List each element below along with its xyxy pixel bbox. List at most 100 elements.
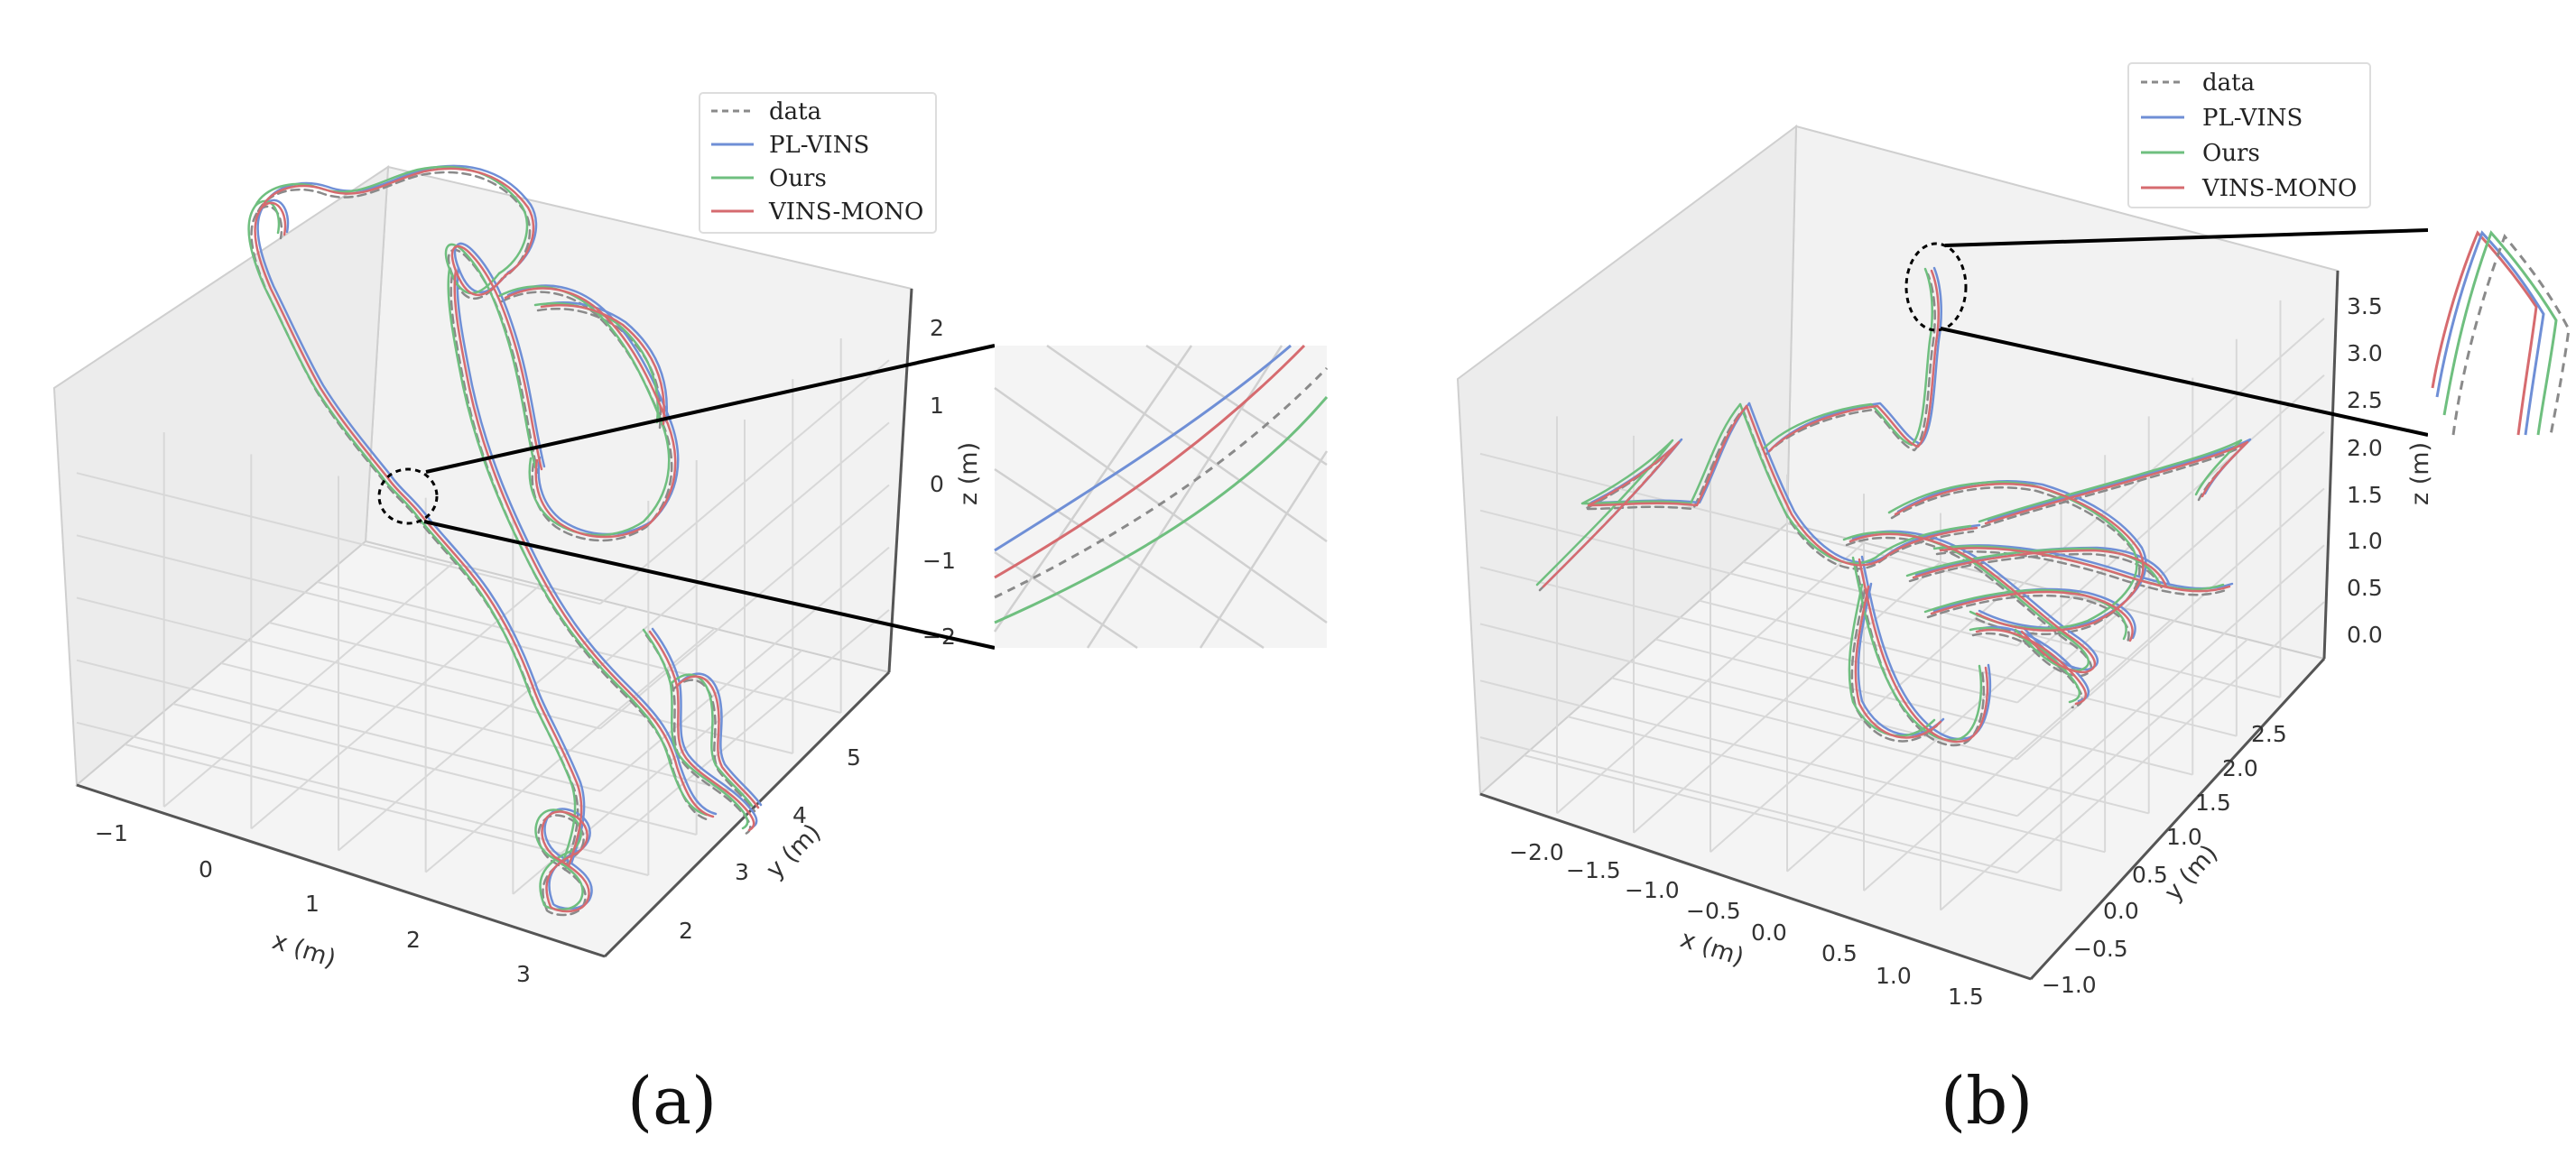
- panel-b-series-pl-vins: [1747, 402, 1981, 564]
- panel-b-grid: [1479, 300, 2325, 911]
- panel-a-x-tick: 0: [199, 856, 213, 882]
- panel-b-gridline: [1479, 736, 2018, 874]
- panel-b-inset-series-pl-vins: [2435, 230, 2545, 436]
- panel-a-series-data: [500, 291, 673, 542]
- panel-a-x-tick: 2: [406, 927, 421, 953]
- panel-b-series-ours: [1761, 267, 1933, 451]
- panel-a-zoom-line: [425, 344, 996, 474]
- panel-a-series-pl-vins: [456, 266, 718, 816]
- panel-b-series-vins-mono: [1854, 585, 1942, 739]
- panel-a-legend-label-data: data: [769, 98, 821, 125]
- panel-b-x-axis-line: [1479, 792, 2032, 981]
- panel-a-grid: [76, 338, 890, 895]
- panel-b-series-data: [1845, 536, 2093, 678]
- panel-b-series-ours: [1848, 583, 1936, 737]
- panel-a-x-axis-line: [76, 783, 606, 958]
- panel-a-y-label: y (m): [761, 818, 827, 884]
- panel-b: −2.0 −1.5 −1.0 −0.5 0.0 0.5 1.0 1.5 x (m…: [1456, 62, 2571, 1139]
- panel-b-y-tick: −1.0: [2042, 972, 2097, 998]
- panel-b-series-vins-mono: [1975, 628, 2087, 706]
- panel-b-gridline: [2016, 601, 2325, 873]
- panel-b-legend: data PL-VINS Ours VINS-MONO: [2127, 62, 2371, 208]
- panel-b-x-label: x (m): [1677, 925, 1747, 972]
- panel-b-z-label: z (m): [2406, 442, 2434, 505]
- panel-b-gridline: [2016, 318, 2325, 590]
- panel-a-y-tick: 4: [792, 802, 807, 828]
- panel-b-inset-series-ours: [2442, 230, 2558, 436]
- panel-a-y-tick: 2: [679, 918, 693, 944]
- panel-a-series-vins-mono: [504, 287, 677, 539]
- panel-a-series-data: [447, 248, 540, 475]
- panel-b-gridline: [1567, 716, 2106, 854]
- panel-b-series-vins-mono: [1912, 549, 2168, 588]
- panel-a-series-ours: [247, 199, 384, 478]
- panel-b-series-pl-vins: [1857, 582, 1945, 736]
- panel-b-legend-label-pl-vins: PL-VINS: [2202, 105, 2303, 132]
- panel-a-series-vins-mono: [386, 476, 583, 868]
- panel-a-series-vins-mono: [450, 245, 543, 471]
- panel-a-inset-gridline: [1046, 344, 1328, 543]
- panel-b-x-tick: −1.0: [1625, 877, 1680, 903]
- panel-b-inset-series-data: [2451, 234, 2571, 436]
- panel-b-series-vins-mono: [1745, 404, 1978, 567]
- panel-b-gridline: [2016, 487, 2325, 761]
- panel-b-series-vins-mono: [1939, 547, 2231, 593]
- panel-b-y-tick: 1.0: [2166, 824, 2202, 850]
- panel-b-series-vins-mono: [1930, 590, 2134, 642]
- panel-a-series-ours: [497, 285, 671, 537]
- panel-a-series-ours: [447, 267, 709, 817]
- panel-b-zoom-line: [1944, 228, 2429, 247]
- panel-a-z-label: z (m): [955, 442, 983, 505]
- panel-b-series-vins-mono: [1984, 440, 2249, 525]
- panel-a-inset-gridline: [1199, 450, 1329, 649]
- panel-b-series-data: [1850, 588, 1939, 743]
- panel-b-z-tick: 2.0: [2347, 435, 2383, 461]
- panel-a-inset-gridline: [1086, 345, 1283, 649]
- panel-a-series-vins-mono: [260, 167, 535, 277]
- panel-b-zoom-marker: [1904, 242, 1968, 332]
- panel-b-series-data: [1854, 561, 1986, 747]
- panel-b-x-tick: 1.5: [1948, 984, 1984, 1010]
- panel-b-gridline: [1863, 619, 2172, 891]
- panel-a-gridline: [599, 359, 890, 605]
- panel-b-gridline: [1699, 599, 2238, 737]
- panel-b-series-vins-mono: [1767, 269, 1940, 453]
- panel-b-z-axis-line: [2322, 270, 2340, 660]
- panel-a-inset-series-vins-mono: [994, 344, 1306, 579]
- panel-b-gridline: [1479, 566, 2018, 704]
- panel-b-z-tick: 3.5: [2347, 293, 2383, 319]
- panel-a-y-tick: 5: [847, 744, 861, 771]
- panel-b-y-tick: 2.0: [2222, 755, 2258, 781]
- panel-a-z-tick: 1: [930, 393, 944, 419]
- panel-a-x-tick: 1: [305, 891, 320, 917]
- panel-a-y-tick: 3: [735, 859, 749, 885]
- panel-a-trajectories: [247, 164, 763, 917]
- panel-b-series-ours: [1978, 439, 2243, 523]
- panel-b-series-data: [1764, 273, 1936, 457]
- panel-b-legend-box: [2127, 62, 2371, 208]
- panel-b-zoom-line: [1940, 327, 2429, 437]
- panel-a-inset-gridline: [1145, 344, 1328, 467]
- panel-b-x-tick: −0.5: [1686, 898, 1741, 924]
- panel-b-gridline: [1655, 638, 2193, 776]
- panel-a-label: (a): [627, 1063, 717, 1139]
- panel-b-z-tick: 1.5: [2347, 482, 2383, 508]
- panel-a-legend-label-pl-vins: PL-VINS: [769, 132, 869, 159]
- panel-b-series-data: [1935, 550, 2228, 596]
- panel-a-z-axis-line: [887, 288, 913, 673]
- panel-a-series-ours: [444, 243, 537, 469]
- panel-b-zoom-inset: [2428, 230, 2571, 436]
- panel-b-series-pl-vins: [1978, 625, 2090, 703]
- panel-a-z-tick: 0: [930, 471, 944, 497]
- panel-a-series-pl-vins: [256, 199, 393, 477]
- panel-b-z-tick: 3.0: [2347, 340, 2383, 366]
- panel-b-series-pl-vins: [1932, 587, 2136, 640]
- panel-b-x-tick: −2.0: [1509, 839, 1564, 865]
- panel-a-series-pl-vins: [506, 284, 680, 536]
- panel-b-gridline: [1479, 509, 2018, 647]
- panel-b-legend-label-vins-mono: VINS-MONO: [2201, 175, 2357, 202]
- panel-b-gridline: [2016, 430, 2325, 704]
- panel-a-series-data: [672, 679, 756, 813]
- panel-a-legend-label-ours: Ours: [769, 165, 827, 192]
